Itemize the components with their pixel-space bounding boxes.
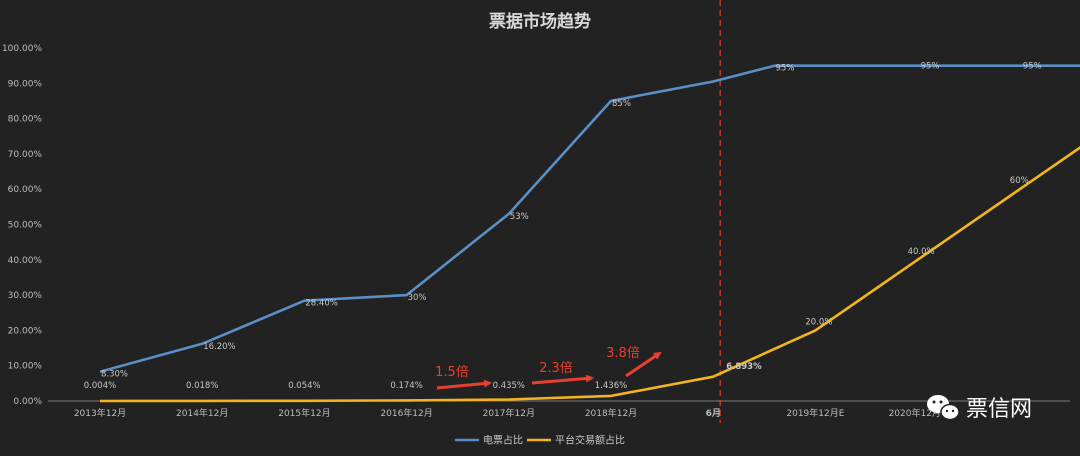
data-label: 28.40%	[305, 299, 337, 309]
growth-annotation-label: 1.5倍	[435, 365, 469, 380]
wechat-icon	[927, 395, 960, 421]
x-tick-label: 2018年12月	[585, 407, 637, 419]
growth-annotations: 1.5倍 2.3倍 3.8倍	[435, 346, 662, 390]
x-tick-label: 2015年12月	[278, 407, 330, 419]
series-line-2	[99, 146, 1080, 403]
watermark-text: 票信网	[966, 397, 1032, 422]
chart-title: 票据市场趋势	[489, 11, 591, 32]
data-label: 16.20%	[203, 342, 235, 352]
y-tick-label: 80.00%	[8, 115, 43, 125]
x-tick-label: 2016年12月	[380, 407, 432, 419]
data-label: 95%	[921, 62, 940, 72]
x-tick-label: 2014年12月	[176, 407, 228, 419]
data-label: 60%	[1010, 176, 1029, 186]
growth-annotation-label: 2.3倍	[539, 361, 573, 376]
data-label: 8.30%	[101, 370, 128, 380]
y-tick-label: 50.00%	[8, 221, 43, 231]
x-tick-label: 2017年12月	[483, 407, 535, 419]
y-tick-label: 60.00%	[8, 185, 43, 195]
data-label: 0.018%	[186, 381, 218, 391]
data-label: 20.0%	[805, 317, 832, 327]
data-label: 6.893%	[726, 362, 762, 372]
watermark: 票信网	[927, 395, 1032, 422]
y-tick-label: 10.00%	[8, 362, 43, 372]
y-tick-label: 100.00%	[2, 44, 42, 54]
data-label: 1.436%	[595, 381, 627, 391]
data-label: 40.0%	[908, 247, 935, 257]
data-label: 30%	[408, 293, 427, 303]
data-label: 0.054%	[288, 381, 320, 391]
legend: 电票占比 平台交易额占比	[455, 434, 625, 447]
x-tick-label: 2013年12月	[74, 407, 126, 419]
y-tick-label: 90.00%	[8, 79, 43, 89]
data-label: 85%	[612, 99, 631, 109]
data-label: 53%	[510, 212, 529, 222]
growth-arrow	[436, 379, 492, 390]
y-tick-label: 40.00%	[8, 256, 43, 266]
legend-label: 电票占比	[483, 434, 523, 447]
x-tick-label: 2019年12月E	[786, 407, 844, 419]
data-label: 95%	[1023, 62, 1042, 72]
data-label: 0.004%	[84, 381, 116, 391]
growth-arrow	[625, 351, 662, 378]
series-line-1	[99, 64, 1080, 373]
series-lines	[99, 64, 1080, 403]
growth-arrow	[531, 374, 594, 385]
y-tick-label: 70.00%	[8, 150, 43, 160]
growth-annotation-label: 3.8倍	[606, 346, 640, 361]
legend-label: 平台交易额占比	[555, 434, 625, 447]
data-label: 0.435%	[493, 381, 525, 391]
y-tick-label: 20.00%	[8, 326, 43, 336]
data-label: 95%	[776, 64, 795, 74]
x-tick-label: 6月	[706, 408, 721, 419]
data-label: 0.174%	[390, 381, 422, 391]
data-labels: 8.30%16.20%28.40%30%53%85%95%95%95%95%0.…	[84, 62, 1042, 391]
x-axis: 2013年12月 2014年12月 2015年12月 2016年12月 2017年12月…	[48, 400, 1070, 419]
y-tick-label: 30.00%	[8, 291, 43, 301]
y-tick-label: 0.00%	[13, 397, 42, 407]
y-axis: 0.00% 10.00% 20.00% 30.00% 40.00% 50.00% 60.00…	[2, 44, 42, 407]
